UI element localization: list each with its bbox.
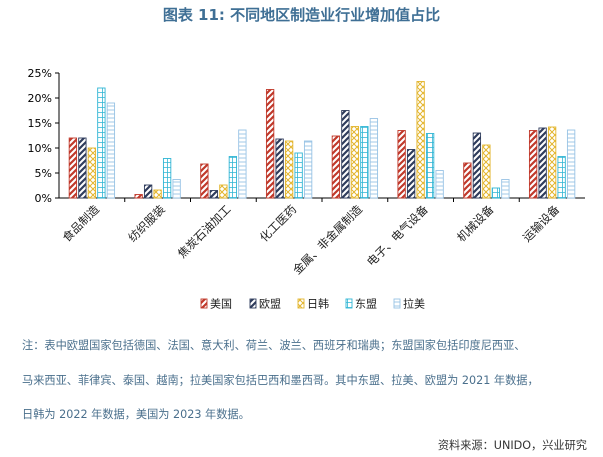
- legend-label: 拉美: [403, 297, 425, 311]
- bar: [472, 132, 482, 199]
- legend-swatch: [249, 298, 257, 309]
- x-tick-label: 焦炭石油加工: [175, 202, 234, 261]
- bar: [538, 127, 547, 199]
- bar: [501, 179, 510, 199]
- bar: [435, 170, 444, 199]
- bar: [547, 126, 557, 199]
- chart-axes: 0% 5% 10% 15% 20% 25%: [28, 67, 585, 205]
- bar: [303, 140, 313, 199]
- x-tick-label: 纺织服装: [125, 202, 168, 245]
- bar: [491, 187, 501, 199]
- y-tick-label: 10%: [28, 142, 52, 155]
- bar: [162, 158, 172, 199]
- bar: [219, 184, 228, 199]
- bar: [134, 194, 143, 199]
- bar: [106, 102, 116, 199]
- bar: [463, 162, 472, 199]
- bar: [87, 147, 97, 199]
- footnote-line-1: 注：表中欧盟国家包括德国、法国、意大利、荷兰、波兰、西班牙和瑞典；东盟国家包括印…: [22, 339, 526, 352]
- x-tick-label: 电子、电气设备: [364, 202, 431, 269]
- bar: [284, 140, 294, 199]
- bar: [68, 137, 78, 199]
- legend-swatch: [297, 298, 305, 309]
- legend-label: 东盟: [355, 298, 377, 311]
- bar: [143, 184, 153, 199]
- source-note: 资料来源：UNIDO，兴业研究: [437, 439, 587, 452]
- bar: [406, 149, 416, 199]
- x-tick-label: 食品制造: [60, 202, 103, 245]
- bar: [172, 179, 181, 199]
- bar: [209, 190, 219, 199]
- bar: [97, 87, 106, 199]
- chart-title: 图表 11: 不同地区制造业行业增加值占比: [162, 6, 441, 24]
- bar: [557, 156, 566, 199]
- bar: [294, 152, 303, 199]
- x-tick-label: 化工医药: [257, 202, 299, 244]
- y-tick-label: 0%: [35, 192, 52, 205]
- bar: [482, 144, 491, 199]
- legend-label: 欧盟: [259, 298, 281, 311]
- x-tick-label: 运输设备: [520, 202, 563, 245]
- bar: [238, 129, 247, 199]
- legend-swatch: [200, 298, 208, 309]
- legend-swatch: [393, 298, 401, 309]
- y-tick-label: 5%: [35, 167, 52, 180]
- bar: [566, 129, 576, 199]
- bar: [425, 133, 435, 199]
- footnote-line-3: 日韩为 2022 年数据，美国为 2023 年数据。: [22, 408, 250, 421]
- bar: [331, 135, 341, 199]
- x-tick-label: 机械设备: [454, 202, 497, 245]
- legend-swatch: [345, 298, 353, 309]
- y-tick-label: 15%: [28, 117, 52, 130]
- y-tick-label: 20%: [28, 92, 52, 105]
- bar: [153, 189, 162, 199]
- bar: [341, 110, 350, 199]
- bar: [360, 126, 369, 199]
- y-tick-label: 25%: [28, 67, 52, 80]
- x-tick-label: 金属、非金属制造: [290, 202, 365, 277]
- bar: [228, 156, 238, 199]
- chart-legend: 美国 欧盟 日韩 东盟 拉美: [200, 297, 425, 311]
- bar: [350, 126, 360, 199]
- footnote-line-2: 马来西亚、菲律宾、泰国、越南；拉美国家包括巴西和墨西哥。其中东盟、拉美、欧盟为 …: [22, 374, 539, 387]
- bar: [416, 81, 425, 199]
- bar: [200, 163, 209, 199]
- bar: [528, 130, 538, 199]
- legend-label: 日韩: [307, 297, 329, 311]
- chart-bars: [68, 81, 576, 199]
- bar: [369, 118, 379, 199]
- bar: [275, 138, 284, 199]
- bar: [397, 130, 406, 199]
- bar: [78, 137, 87, 199]
- bar: [265, 89, 275, 199]
- legend-label: 美国: [210, 298, 232, 311]
